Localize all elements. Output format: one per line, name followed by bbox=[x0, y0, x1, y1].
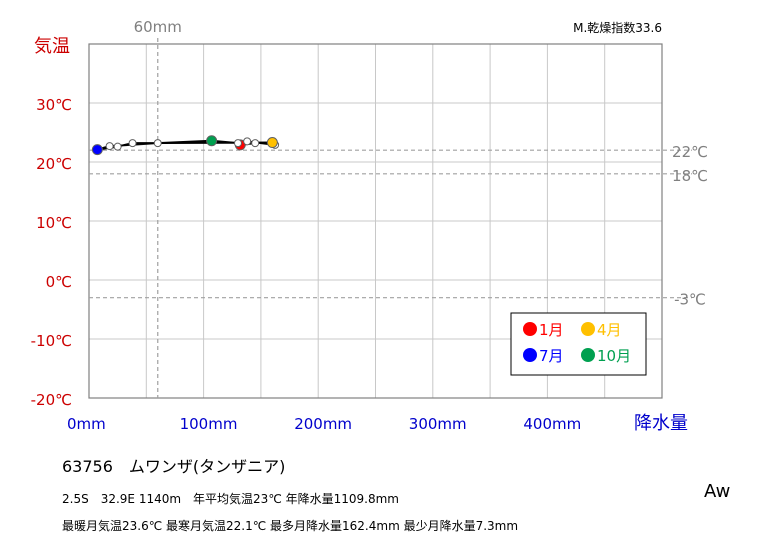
y-tick-label: 0℃ bbox=[46, 273, 72, 291]
y-tick-label: 10℃ bbox=[36, 214, 72, 232]
legend-label: 4月 bbox=[597, 321, 622, 339]
point-month-10 bbox=[206, 135, 218, 147]
x-tick-label: 200mm bbox=[294, 415, 352, 433]
point-month-8 bbox=[105, 142, 114, 151]
station-info-line2: 最暖月気温23.6℃ 最寒月気温22.1℃ 最多月降水量162.4mm 最少月降… bbox=[62, 519, 519, 533]
ref-vertical-label: 60mm bbox=[134, 18, 182, 36]
point-month-11 bbox=[233, 139, 242, 148]
point-month-2 bbox=[243, 137, 252, 146]
legend-marker bbox=[581, 348, 595, 362]
plot-frame bbox=[88, 43, 663, 399]
point-month-6 bbox=[113, 142, 122, 151]
axis-ticks: 30℃ 20℃ 10℃ 0℃ -10℃ -20℃ 0mm 100mm 200mm 300mm 400… bbox=[31, 96, 582, 433]
ref-line-label: 18℃ bbox=[672, 167, 708, 185]
monthly-series bbox=[91, 135, 280, 156]
y-tick-label: -10℃ bbox=[31, 332, 72, 350]
x-tick-label: 300mm bbox=[409, 415, 467, 433]
x-axis-title: 降水量 bbox=[634, 413, 688, 434]
legend-label: 10月 bbox=[597, 347, 631, 365]
legend-marker bbox=[523, 348, 537, 362]
point-month-5 bbox=[128, 139, 137, 148]
x-tick-label: 0mm bbox=[67, 415, 106, 433]
station-info-line1: 2.5S 32.9E 1140m 年平均気温23℃ 年降水量1109.8mm bbox=[62, 492, 399, 506]
climate-code: Aw bbox=[704, 481, 731, 502]
reference-lines: 22℃ 18℃ -3℃ 60mm bbox=[89, 18, 708, 398]
station-name: 63756 ムワンザ(タンザニア) bbox=[62, 457, 286, 476]
point-month-12 bbox=[251, 139, 260, 148]
point-month-9 bbox=[153, 139, 162, 148]
point-month-4 bbox=[266, 137, 278, 149]
x-tick-label: 400mm bbox=[523, 415, 581, 433]
point-month-7 bbox=[91, 144, 103, 156]
y-axis-title: 気温 bbox=[34, 36, 70, 57]
ref-line-label: 22℃ bbox=[672, 143, 708, 161]
ref-line-label: -3℃ bbox=[674, 291, 706, 309]
y-tick-label: 30℃ bbox=[36, 96, 72, 114]
legend-marker bbox=[581, 322, 595, 336]
legend-label: 7月 bbox=[539, 347, 564, 365]
y-tick-label: -20℃ bbox=[31, 391, 72, 409]
y-tick-label: 20℃ bbox=[36, 155, 72, 173]
legend-label: 1月 bbox=[539, 321, 564, 339]
legend-marker bbox=[523, 322, 537, 336]
aridity-label: M.乾燥指数33.6 bbox=[573, 20, 662, 35]
x-tick-label: 100mm bbox=[180, 415, 238, 433]
legend: 1月 4月 7月 10月 bbox=[510, 312, 647, 376]
